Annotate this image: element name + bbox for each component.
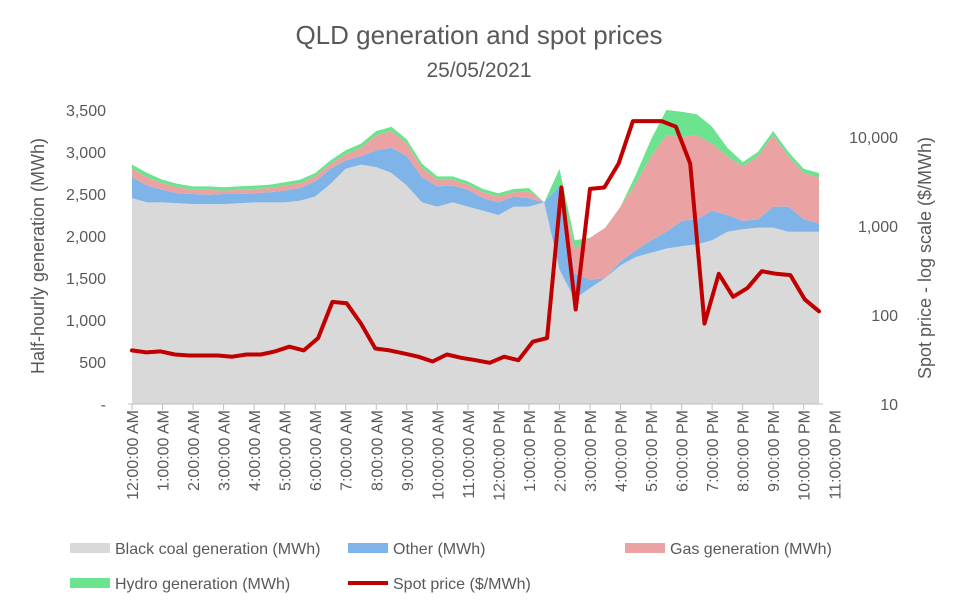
area-series-2	[132, 147, 819, 299]
legend-swatch	[70, 578, 110, 588]
y-tick-label: 1,500	[66, 271, 106, 288]
legend-swatch	[70, 543, 110, 553]
x-tick-label: 6:00:00 AM	[308, 410, 325, 491]
y-tick-label: 500	[79, 355, 106, 372]
x-tick-label: 7:00:00 PM	[705, 410, 722, 492]
legend-label: Black coal generation (MWh)	[115, 541, 320, 558]
legend-label: Hydro generation (MWh)	[115, 576, 290, 593]
y-tick-label: 2,000	[66, 229, 106, 246]
x-tick-label: 4:00:00 AM	[247, 410, 264, 491]
legend-swatch	[625, 543, 665, 553]
y-tick-label: 3,000	[66, 145, 106, 162]
x-tick-label: 8:00:00 PM	[736, 410, 753, 492]
x-tick-label: 10:00:00 PM	[797, 410, 814, 501]
y-tick-label: -	[101, 397, 106, 414]
area-series-1	[132, 164, 819, 404]
x-tick-label: 5:00:00 PM	[644, 410, 661, 492]
x-tick-label: 11:00:00 AM	[461, 410, 478, 499]
x-tick-label: 10:00:00 AM	[430, 410, 447, 500]
y2-tick-label: 100	[871, 308, 898, 325]
x-tick-label: 1:00:00 AM	[156, 410, 173, 491]
axes: - 500 1,000 1,500 2,000 2,500 3,000 3,500 10 100 1…	[66, 103, 898, 501]
x-tick-label: 11:00:00 PM	[827, 410, 844, 500]
x-tick-label: 8:00:00 AM	[369, 410, 386, 491]
legend-swatch	[348, 543, 388, 553]
x-tick-label: 1:00:00 PM	[522, 410, 539, 492]
legend-label: Gas generation (MWh)	[670, 541, 832, 558]
x-tick-label: 2:00:00 PM	[553, 410, 570, 492]
legend-label: Spot price ($/MWh)	[393, 576, 531, 593]
legend: Black coal generation (MWh) Other (MWh) Ga…	[70, 541, 832, 593]
legend-label: Other (MWh)	[393, 541, 485, 558]
x-tick-label: 9:00:00 AM	[400, 410, 417, 491]
x-tick-label: 3:00:00 PM	[583, 410, 600, 492]
x-tick-label: 2:00:00 AM	[186, 410, 203, 491]
chart-title: QLD generation and spot prices	[295, 20, 662, 50]
x-tick-label: 12:00:00 AM	[125, 410, 142, 500]
x-tick-label: 4:00:00 PM	[614, 410, 631, 492]
x-tick-label: 3:00:00 AM	[217, 410, 234, 491]
y2-axis-label: Spot price - log scale ($/MWh)	[915, 137, 935, 379]
y-tick-label: 3,500	[66, 103, 106, 120]
x-tick-label: 6:00:00 PM	[675, 410, 692, 492]
plot-area	[130, 110, 821, 404]
spot-price-line	[130, 119, 821, 365]
x-tick-label: 9:00:00 PM	[766, 410, 783, 492]
x-tick-label: 12:00:00 PM	[491, 410, 508, 501]
x-tick-label: 7:00:00 AM	[339, 410, 356, 491]
y-tick-label: 1,000	[66, 313, 106, 330]
y2-tick-label: 10,000	[849, 130, 898, 147]
chart-subtitle: 25/05/2021	[426, 59, 531, 82]
y-axis-label: Half-hourly generation (MWh)	[28, 138, 48, 374]
y-tick-label: 2,500	[66, 187, 106, 204]
y2-tick-label: 10	[880, 397, 898, 414]
y2-tick-label: 1,000	[858, 219, 898, 236]
area-series-3	[132, 131, 819, 280]
x-tick-label: 5:00:00 AM	[278, 410, 295, 491]
